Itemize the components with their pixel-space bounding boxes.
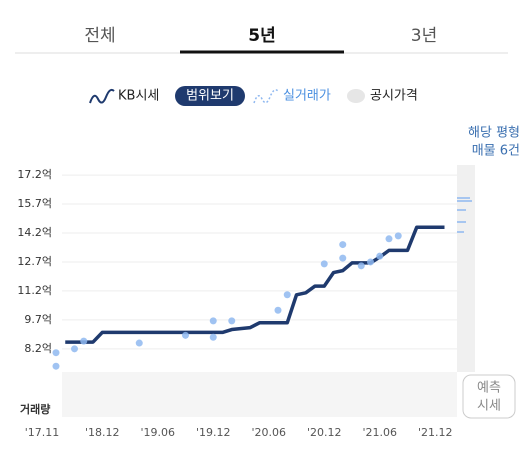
legend-actual[interactable]: 실거래가 [283,89,331,104]
listing-marks [457,197,472,233]
x-tick-label: '19.06 [140,426,175,439]
x-tick-label: '17.11 [25,426,60,439]
x-tick-label: '18.12 [85,426,120,439]
listing-line[interactable]: 해당 평형 [468,126,520,141]
actual-trade-point [209,333,217,341]
range-toggle[interactable] [175,86,245,106]
kb-price-line [65,225,445,344]
forecast-button-label[interactable]: 예측 [477,381,501,396]
actual-trade-point [339,241,347,249]
actual-trade-point [228,317,236,325]
forecast-button-label[interactable]: 시세 [477,399,501,414]
actual-trade-point [80,337,88,345]
actual-trade-point [376,252,384,260]
listing-strip [457,165,475,372]
volume-label: 거래량 [20,402,50,416]
tab[interactable]: 전체 [84,26,115,46]
actual-trade-point [52,349,60,357]
x-tick-label: '20.12 [307,426,342,439]
listing-line[interactable]: 매물 6건 [472,144,520,159]
actual-trade-point [385,235,393,243]
actual-trade-point [367,258,374,266]
actual-trade-point [357,262,365,270]
plot: 8.2억 9.7억 11.2억 12.7억 14.2억 15.7억 17.2억 '17.11 '… [17,168,457,439]
y-tick-label: 12.7억 [17,255,52,268]
actual-trade-point [320,260,328,268]
volume-area [62,372,457,417]
x-tick-label: '21.12 [418,426,453,439]
forecast-button[interactable] [462,374,516,419]
legend-kb[interactable]: KB시세 [118,89,159,104]
actual-trade-point [71,345,78,353]
tab-active[interactable]: 5년 [248,26,275,46]
legend-kb-icon [89,88,115,104]
tab[interactable]: 3년 [411,26,437,46]
actual-trade-point [182,331,189,339]
y-tick-label: 14.2억 [17,226,52,239]
actual-trade-point [209,317,217,325]
actual-trade-point [274,306,282,314]
y-tick-label: 11.2억 [17,284,52,297]
x-tick-label: '20.06 [251,426,286,439]
actual-trade-point [339,254,347,262]
actual-trade-point [135,339,143,347]
y-tick-label: 15.7억 [17,197,52,210]
x-tick-label: '21.06 [362,426,397,439]
legend-official-icon [347,89,365,103]
y-tick-label: 17.2억 [17,168,52,181]
actual-trade-point [52,362,60,370]
legend-actual-icon [253,89,279,104]
y-tick-label: 8.2억 [24,342,52,355]
range-toggle-label[interactable]: 범위보기 [186,89,234,104]
legend-official[interactable]: 공시가격 [370,89,418,104]
actual-trade-point [283,291,291,299]
x-tick-label: '19.12 [196,426,231,439]
y-tick-label: 9.7억 [24,313,52,326]
actual-trade-point [394,232,402,240]
